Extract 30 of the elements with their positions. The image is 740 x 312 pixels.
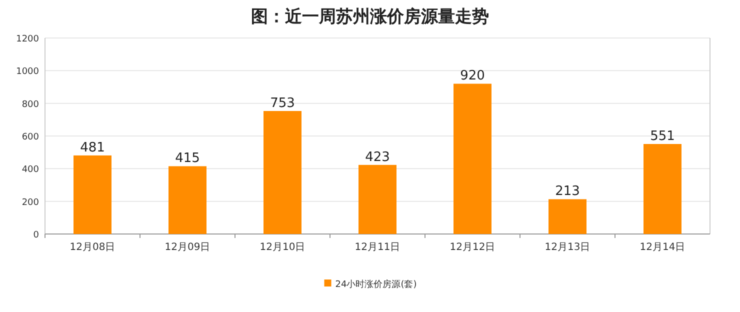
bar: [264, 111, 302, 234]
bar: [358, 164, 396, 234]
y-tick-label: 1000: [16, 67, 40, 78]
y-tick-label: 1200: [16, 34, 40, 44]
data-label: 481: [80, 140, 105, 156]
data-label: 753: [270, 96, 295, 112]
x-tick-label: 12月14日: [640, 242, 686, 253]
data-label: 920: [460, 68, 485, 84]
bar: [454, 84, 492, 234]
data-label: 213: [555, 184, 580, 200]
y-tick-label: 400: [22, 165, 40, 176]
y-tick-label: 200: [22, 198, 40, 208]
data-label: 551: [650, 129, 675, 144]
x-tick-label: 12月12日: [450, 242, 496, 253]
x-tick-label: 12月13日: [544, 242, 590, 253]
chart-title: 图：近一周苏州涨价房源量走势: [251, 7, 489, 27]
y-tick-label: 800: [22, 100, 40, 110]
data-label: 415: [175, 151, 200, 166]
data-label: 423: [365, 150, 390, 165]
legend-label: 24小时涨价房源(套): [335, 279, 417, 290]
x-tick-label: 12月09日: [164, 242, 210, 253]
y-tick-label: 600: [22, 132, 40, 142]
bar: [74, 155, 112, 234]
bar: [644, 144, 682, 234]
y-tick-label: 0: [33, 230, 40, 240]
bar: [548, 199, 586, 234]
x-tick-label: 12月11日: [354, 242, 400, 253]
bar: [168, 166, 206, 234]
x-tick-label: 12月10日: [260, 242, 306, 253]
x-tick-label: 12月08日: [70, 242, 116, 253]
